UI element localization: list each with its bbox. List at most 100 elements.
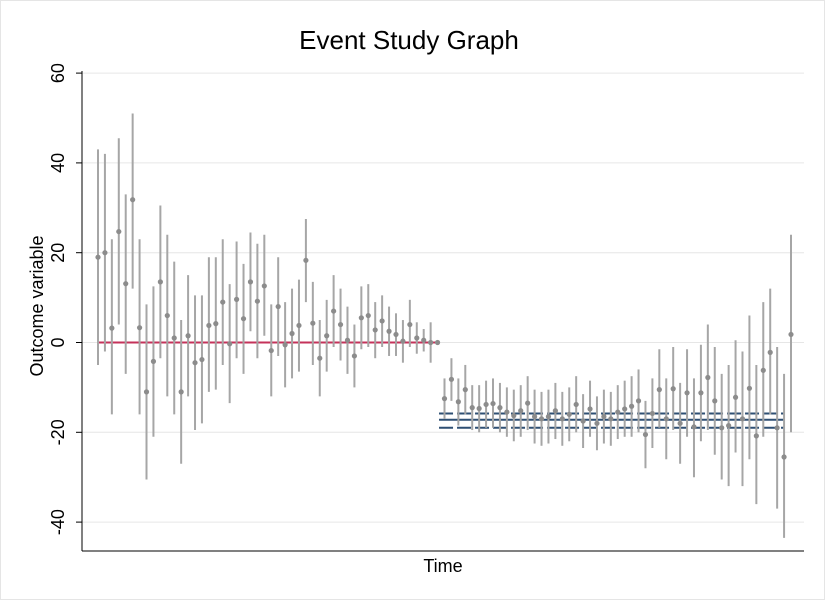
y-tick-label: 60 (48, 63, 68, 83)
estimate-point (767, 349, 773, 355)
estimate-point (317, 355, 323, 361)
estimate-point (434, 339, 441, 346)
estimate-point (351, 353, 358, 359)
estimate-point (344, 337, 351, 343)
estimate-point (275, 303, 281, 310)
estimate-point (282, 342, 288, 348)
estimate-point (462, 387, 468, 393)
estimate-point (358, 315, 364, 321)
estimate-point (719, 425, 725, 431)
estimate-point (95, 254, 101, 260)
estimate-point (774, 425, 780, 431)
estimate-point (254, 298, 260, 304)
estimate-point (164, 312, 170, 319)
estimate-point (781, 454, 787, 460)
estimate-point (525, 400, 531, 406)
estimate-point (414, 335, 420, 341)
estimate-point (594, 420, 600, 426)
estimate-point (760, 367, 766, 373)
y-tick-label: -40 (48, 509, 68, 535)
estimate-point (143, 389, 150, 395)
estimate-point (559, 416, 565, 422)
chart-title: Event Study Graph (299, 25, 519, 55)
estimate-point (337, 321, 344, 328)
estimate-point (635, 398, 642, 404)
estimate-point (407, 321, 413, 328)
estimate-point (379, 318, 385, 324)
estimate-point (698, 390, 704, 396)
estimate-point (753, 433, 759, 439)
estimate-point (677, 420, 683, 426)
estimate-point (518, 408, 524, 414)
estimate-point (622, 406, 628, 412)
estimate-point (268, 347, 274, 354)
estimate-point (580, 418, 586, 424)
estimate-point (587, 406, 593, 412)
estimate-point (150, 358, 157, 364)
estimate-point (296, 322, 302, 329)
estimate-point (130, 197, 136, 203)
estimate-point (504, 409, 510, 415)
estimate-point (552, 408, 558, 414)
estimate-point (421, 337, 427, 343)
point-estimates (95, 197, 794, 460)
estimate-point (684, 390, 690, 396)
estimate-point (469, 405, 475, 411)
estimate-point (511, 413, 517, 419)
estimate-point (531, 413, 538, 420)
estimate-point (538, 416, 545, 422)
estimate-point (629, 403, 635, 409)
estimate-point (331, 308, 337, 314)
gridlines (82, 72, 804, 523)
estimate-point (178, 389, 184, 395)
x-axis-label: Time (423, 556, 462, 576)
estimate-point (490, 400, 496, 407)
estimate-point (303, 257, 309, 263)
estimate-point (691, 424, 697, 430)
estimate-point (455, 399, 461, 405)
estimate-point (615, 409, 621, 415)
y-axis-label: Outcome variable (27, 235, 47, 376)
estimate-point (234, 296, 240, 302)
estimate-point (448, 376, 455, 382)
estimate-point (157, 279, 163, 285)
estimate-point (483, 401, 489, 408)
estimate-point (649, 410, 656, 417)
estimate-point (545, 413, 552, 420)
estimate-point (732, 394, 739, 400)
estimate-point (746, 385, 753, 391)
estimate-point (116, 228, 122, 235)
estimate-point (663, 416, 669, 422)
estimate-point (185, 333, 191, 339)
estimate-point (206, 322, 212, 329)
estimate-point (227, 341, 233, 347)
estimate-point (261, 283, 267, 289)
estimate-point (476, 405, 482, 412)
estimate-point (441, 396, 448, 402)
estimate-point (192, 360, 198, 366)
estimate-point (310, 320, 316, 326)
estimate-point (601, 413, 607, 420)
estimate-point (788, 331, 794, 338)
estimate-point (102, 250, 108, 256)
y-axis-ticks: 60 40 20 0 -20 -40 (48, 63, 82, 535)
estimate-point (220, 299, 226, 305)
estimate-point (136, 325, 143, 331)
estimate-point (213, 321, 219, 327)
estimate-point (573, 401, 579, 408)
estimate-point (656, 387, 662, 393)
estimate-point (199, 356, 205, 363)
estimate-point (705, 374, 711, 381)
y-tick-label: -20 (48, 419, 68, 445)
estimate-point (670, 386, 676, 392)
estimate-point (240, 316, 247, 322)
estimate-point (171, 335, 177, 341)
estimate-point (393, 331, 399, 338)
y-tick-label: 20 (48, 243, 68, 263)
estimate-point (123, 281, 129, 287)
estimate-point (372, 327, 378, 333)
estimate-point (726, 422, 732, 429)
y-tick-label: 0 (48, 337, 68, 347)
